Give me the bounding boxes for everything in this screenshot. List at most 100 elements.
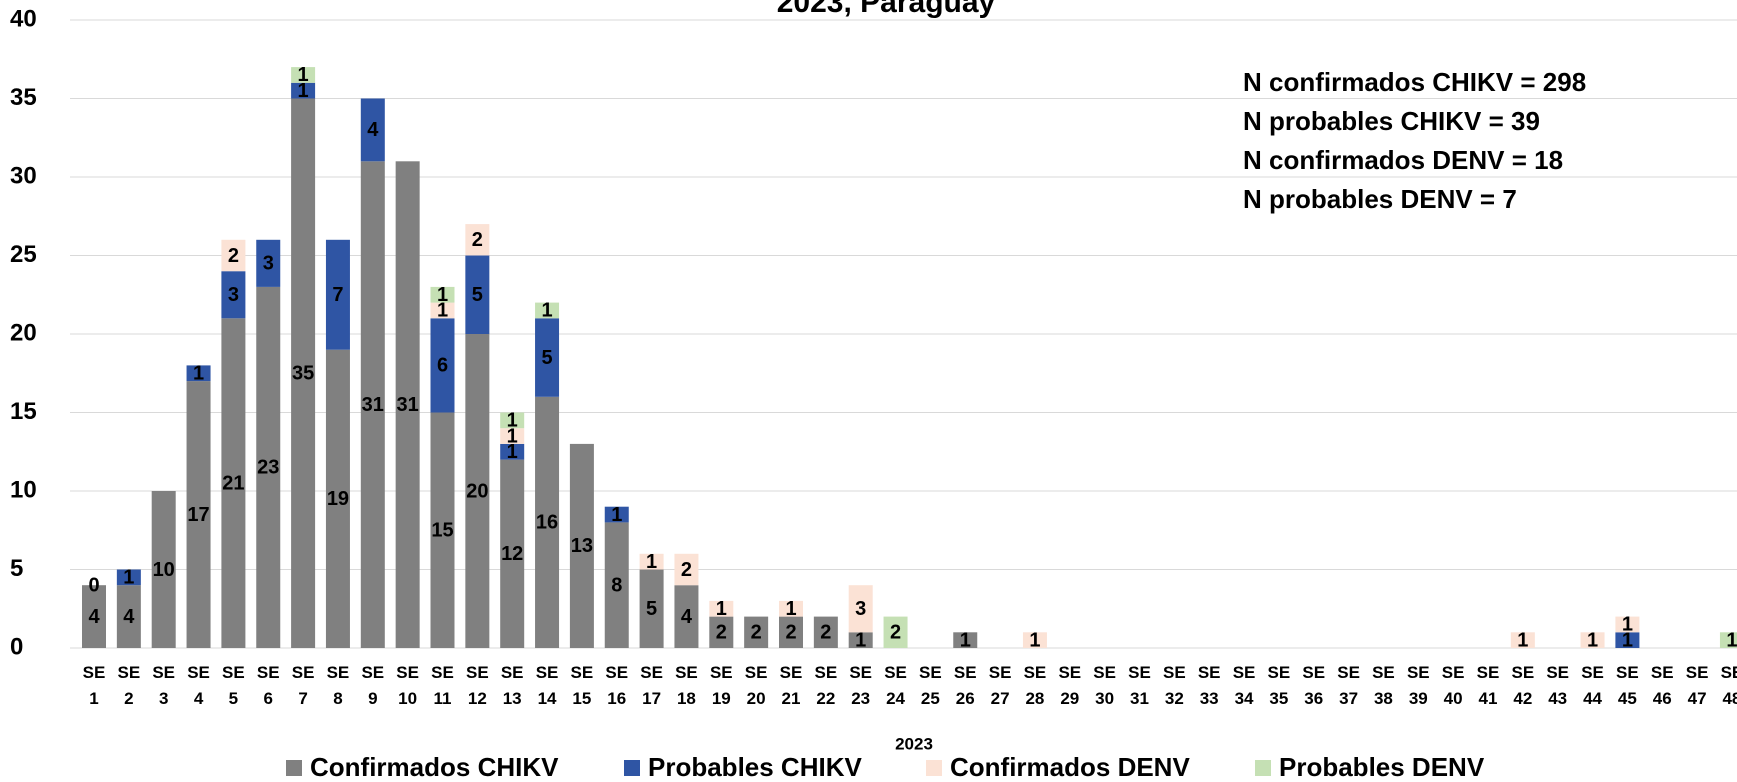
- value-label: 3: [263, 253, 274, 275]
- x-tick-label: SE 8: [326, 663, 350, 708]
- x-tick-label: SE 11: [431, 663, 454, 708]
- bar-segment: [1022, 632, 1047, 648]
- value-label: 1: [193, 363, 204, 385]
- x-tick-label: SE 18: [675, 663, 698, 708]
- bar-segment: [325, 349, 350, 648]
- x-tick-label: SE 14: [535, 663, 559, 708]
- y-tick-label: 20: [10, 319, 37, 346]
- bar-segment: [256, 239, 281, 287]
- bar-segment: [500, 459, 525, 648]
- legend-label: Confirmados DENV: [950, 752, 1190, 782]
- bar-segment: [779, 600, 803, 617]
- x-tick-label: SE 44: [1581, 663, 1604, 708]
- x-axis-title: 2023: [895, 734, 933, 753]
- bar-segment: [430, 318, 455, 413]
- x-tick-label: SE 1: [82, 663, 106, 708]
- value-label: 15: [431, 520, 453, 542]
- value-label: 3: [855, 598, 866, 620]
- x-tick-label: SE 20: [744, 663, 768, 708]
- value-label: 1: [1726, 629, 1737, 651]
- bar-segment: [535, 396, 560, 648]
- bar-segment: [430, 302, 455, 319]
- bar-segment: [604, 522, 629, 648]
- x-tick-label: SE 7: [291, 663, 315, 708]
- bar-segment: [291, 98, 316, 648]
- x-tick-label: SE 47: [1685, 663, 1709, 708]
- value-label: 23: [257, 457, 279, 479]
- value-label: 1: [437, 284, 448, 306]
- value-label: 6: [437, 355, 448, 377]
- value-label: 8: [611, 574, 622, 596]
- legend-swatch: [1255, 760, 1271, 776]
- y-tick-label: 40: [10, 5, 37, 32]
- x-tick-label: SE 34: [1232, 663, 1256, 708]
- y-tick-label: 15: [10, 398, 37, 425]
- value-label: 1: [507, 441, 518, 463]
- legend-swatch: [926, 760, 942, 776]
- value-label: 4: [367, 119, 379, 141]
- x-tick-label: SE 36: [1302, 663, 1326, 708]
- value-label: 19: [327, 488, 349, 510]
- value-label: 1: [785, 598, 796, 620]
- annotation-line: N probables CHIKV = 39: [1243, 106, 1540, 136]
- x-tick-label: SE 15: [570, 663, 594, 708]
- value-label: 5: [472, 284, 483, 306]
- bar-segment: [883, 616, 908, 648]
- annotation-line: N confirmados DENV = 18: [1243, 145, 1563, 175]
- value-label: 1: [611, 504, 622, 526]
- value-label: 2: [820, 622, 831, 644]
- bar-segment: [1615, 616, 1640, 633]
- bar-segment: [360, 161, 385, 649]
- value-label: 12: [501, 543, 523, 565]
- x-tick-label: SE 38: [1372, 663, 1395, 708]
- bar-segment: [535, 302, 560, 319]
- x-tick-label: SE 13: [500, 663, 524, 708]
- x-tick-label: SE 19: [709, 663, 733, 708]
- value-label: 1: [541, 300, 552, 322]
- x-tick-label: SE 27: [988, 663, 1012, 708]
- x-tick-label: SE 22: [814, 663, 838, 708]
- bar-segment: [639, 553, 664, 570]
- bar-segment: [151, 491, 176, 648]
- bar-segment: [465, 334, 490, 648]
- x-tick-label: SE 42: [1511, 663, 1535, 708]
- y-tick-label: 0: [10, 633, 23, 660]
- x-tick-label: SE 39: [1406, 663, 1430, 708]
- value-label: 1: [855, 629, 866, 651]
- bar-segment: [465, 255, 490, 334]
- legend-label: Confirmados CHIKV: [310, 752, 559, 782]
- x-tick-label: SE 12: [466, 663, 489, 708]
- x-tick-label: SE 24: [884, 663, 907, 708]
- x-tick-label: SE 41: [1476, 663, 1500, 708]
- y-tick-label: 25: [10, 241, 37, 268]
- value-label: 2: [228, 245, 239, 267]
- bar-segment: [709, 616, 734, 648]
- value-label: 2: [890, 622, 901, 644]
- bar-segment: [221, 239, 246, 272]
- x-tick-label: SE 32: [1163, 663, 1186, 708]
- x-tick-label: SE 29: [1058, 663, 1082, 708]
- bar-segment: [1510, 632, 1535, 648]
- value-label: 1: [1517, 629, 1528, 651]
- bar-segment: [569, 443, 594, 648]
- bar-segment: [116, 585, 141, 648]
- value-label: 20: [466, 480, 488, 502]
- x-tick-label: SE 3: [152, 663, 176, 708]
- value-label: 1: [1587, 629, 1598, 651]
- x-tick-label: SE 16: [605, 663, 629, 708]
- bar-segment: [848, 585, 873, 633]
- bar-segment: [1580, 632, 1605, 648]
- bar-segment: [1719, 632, 1737, 648]
- bar-segment: [953, 632, 978, 648]
- bar-segment: [674, 553, 699, 586]
- y-tick-label: 35: [10, 84, 37, 111]
- x-tick-label: SE 37: [1337, 663, 1360, 708]
- value-label: 1: [298, 80, 309, 102]
- bar-segment: [848, 632, 873, 648]
- value-label: 31: [397, 394, 419, 416]
- value-label: 1: [123, 567, 134, 589]
- bar-segment: [604, 506, 629, 523]
- value-label: 2: [785, 622, 796, 644]
- value-label: 1: [716, 598, 727, 620]
- value-label: 1: [507, 425, 518, 447]
